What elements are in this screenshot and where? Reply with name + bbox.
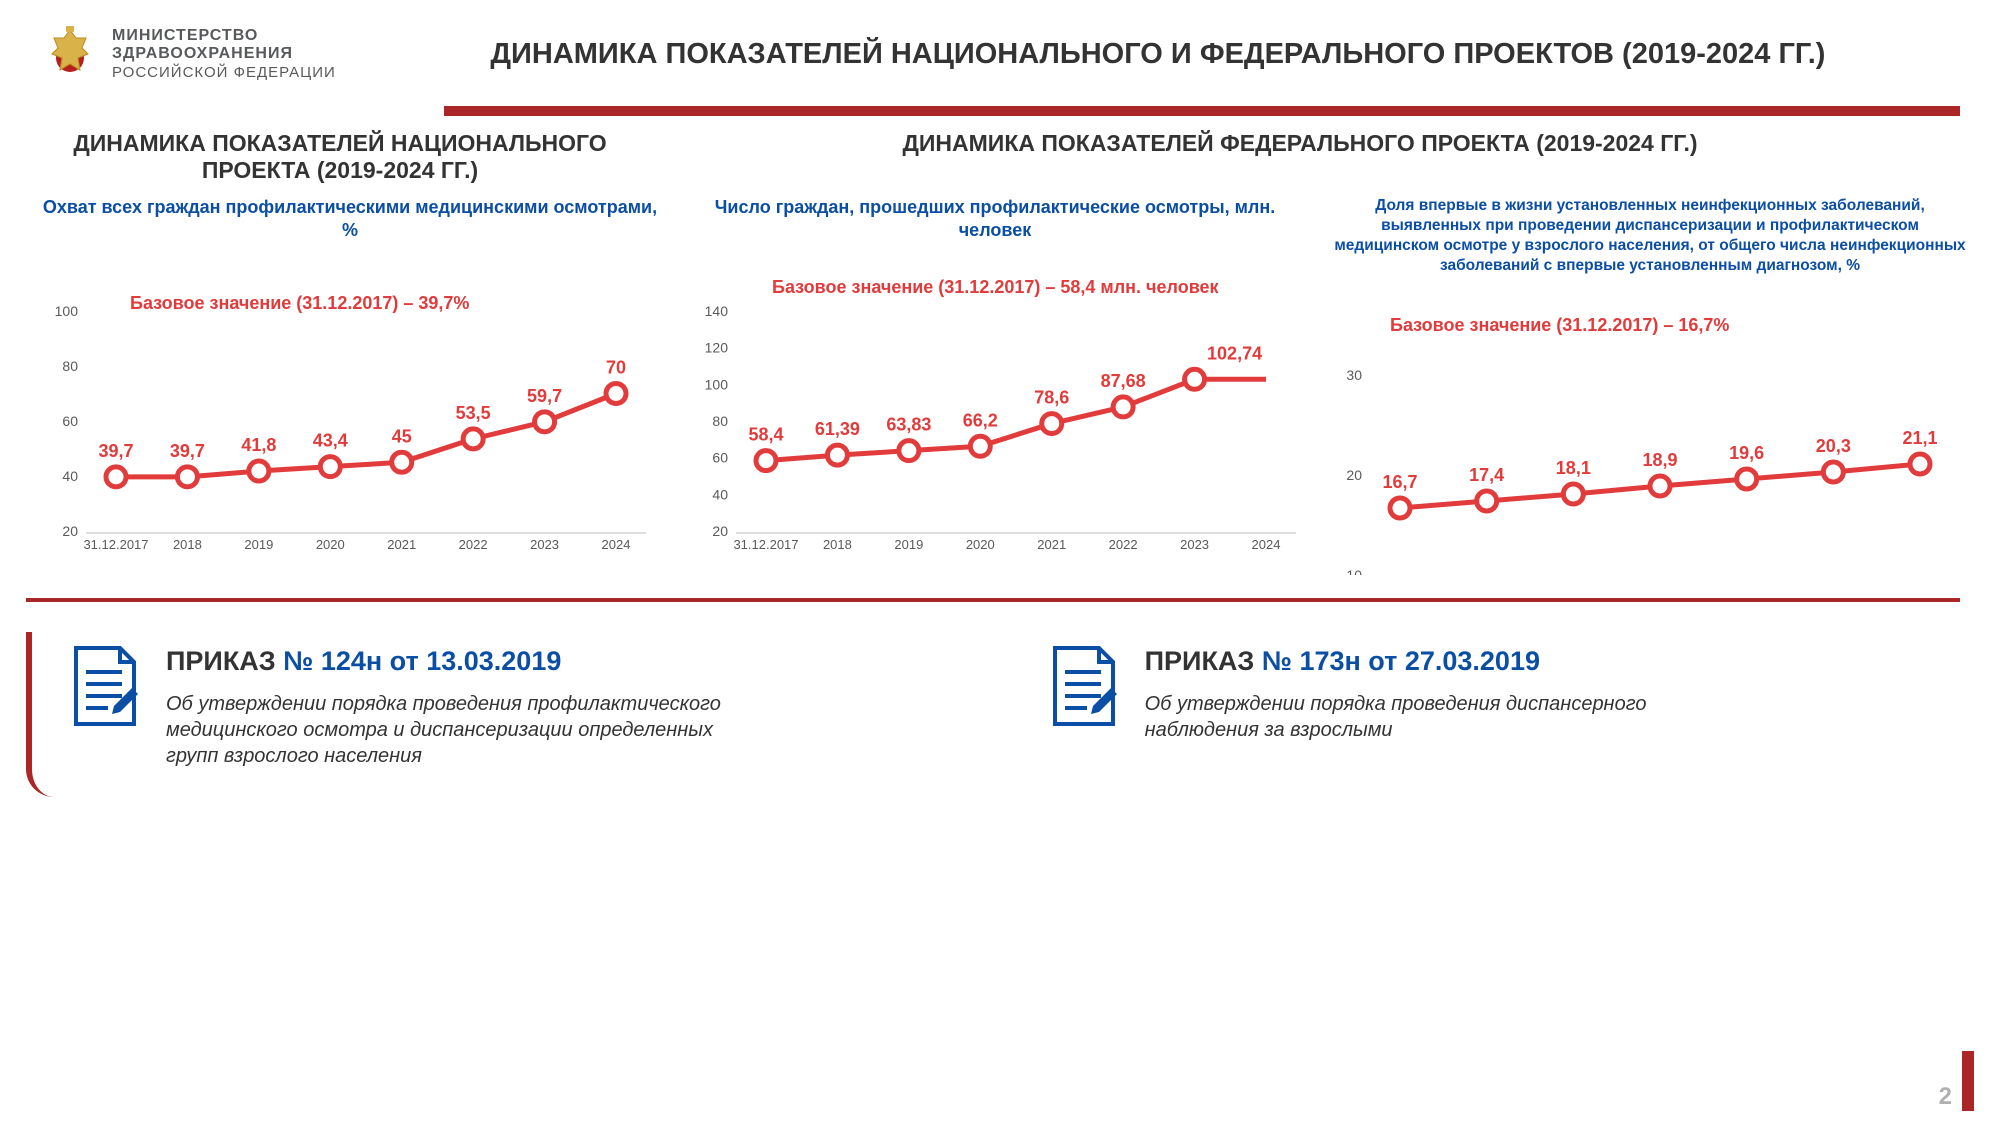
svg-text:39,7: 39,7	[170, 441, 205, 461]
svg-text:20: 20	[1346, 467, 1362, 483]
chart-2-svg: 20 40 60 80 100 120 140 31.12.2017 2018 2019 2020 2…	[680, 251, 1310, 571]
svg-text:10: 10	[1346, 567, 1362, 575]
chart-1: Охват всех граждан профилактическими мед…	[30, 196, 670, 575]
svg-text:80: 80	[712, 413, 728, 429]
svg-text:39,7: 39,7	[98, 441, 133, 461]
svg-text:60: 60	[712, 449, 728, 465]
order-2-prefix: ПРИКАЗ	[1145, 646, 1262, 676]
svg-text:18,9: 18,9	[1642, 450, 1677, 470]
svg-text:100: 100	[705, 376, 729, 392]
svg-text:87,68: 87,68	[1101, 371, 1146, 391]
svg-text:40: 40	[712, 486, 728, 502]
chart-3-title: Доля впервые в жизни установленных неинф…	[1320, 196, 1980, 277]
svg-text:2019: 2019	[244, 537, 273, 552]
header-divider	[444, 106, 1960, 116]
svg-text:2022: 2022	[459, 537, 488, 552]
ministry-line1: МИНИСТЕРСТВО	[112, 27, 336, 45]
svg-text:63,83: 63,83	[886, 414, 931, 434]
svg-text:2021: 2021	[387, 537, 416, 552]
svg-text:21,1: 21,1	[1902, 428, 1937, 448]
svg-text:2022: 2022	[1109, 537, 1138, 552]
order-2-title: ПРИКАЗ № 173н от 27.03.2019	[1145, 646, 1745, 677]
svg-text:2018: 2018	[823, 537, 852, 552]
svg-text:120: 120	[705, 339, 729, 355]
svg-text:2023: 2023	[1180, 537, 1209, 552]
mid-divider	[26, 598, 1960, 602]
svg-text:2023: 2023	[530, 537, 559, 552]
page-title: ДИНАМИКА ПОКАЗАТЕЛЕЙ НАЦИОНАЛЬНОГО И ФЕД…	[336, 38, 1960, 71]
order-1-prefix: ПРИКАЗ	[166, 646, 283, 676]
chart-2: Число граждан, прошедших профилактически…	[680, 196, 1310, 575]
order-1-desc: Об утверждении порядка проведения профил…	[166, 691, 766, 769]
chart-2-baseline: Базовое значение (31.12.2017) – 58,4 млн…	[772, 276, 1219, 299]
ministry-line2: ЗДРАВООХРАНЕНИЯ	[112, 45, 336, 63]
section-titles: ДИНАМИКА ПОКАЗАТЕЛЕЙ НАЦИОНАЛЬНОГО ПРОЕК…	[40, 130, 1960, 184]
svg-text:78,6: 78,6	[1034, 387, 1069, 407]
order-1-title: ПРИКАЗ № 124н от 13.03.2019	[166, 646, 766, 677]
svg-text:61,39: 61,39	[815, 419, 860, 439]
svg-text:40: 40	[62, 468, 78, 484]
svg-text:30: 30	[1346, 367, 1362, 383]
svg-text:80: 80	[62, 358, 78, 374]
svg-text:17,4: 17,4	[1469, 465, 1504, 485]
svg-text:2018: 2018	[173, 537, 202, 552]
svg-text:100: 100	[55, 303, 79, 319]
charts-row: Охват всех граждан профилактическими мед…	[30, 196, 1970, 575]
svg-text:18,1: 18,1	[1556, 458, 1591, 478]
svg-text:140: 140	[705, 303, 729, 319]
svg-text:45: 45	[392, 426, 412, 446]
section-title-federal: ДИНАМИКА ПОКАЗАТЕЛЕЙ ФЕДЕРАЛЬНОГО ПРОЕКТ…	[640, 130, 1960, 184]
svg-text:60: 60	[62, 413, 78, 429]
emblem-icon	[40, 24, 100, 84]
svg-text:20: 20	[62, 523, 78, 539]
svg-text:20,3: 20,3	[1816, 436, 1851, 456]
svg-text:66,2: 66,2	[963, 410, 998, 430]
orders-block: ПРИКАЗ № 124н от 13.03.2019 Об утвержден…	[26, 632, 1960, 797]
chart-1-baseline: Базовое значение (31.12.2017) – 39,7%	[130, 292, 469, 315]
svg-text:2021: 2021	[1037, 537, 1066, 552]
page-number-bar	[1962, 1051, 1974, 1111]
chart-1-title: Охват всех граждан профилактическими мед…	[30, 196, 670, 243]
svg-text:16,7: 16,7	[1382, 472, 1417, 492]
section-title-national: ДИНАМИКА ПОКАЗАТЕЛЕЙ НАЦИОНАЛЬНОГО ПРОЕК…	[40, 130, 640, 184]
order-2: ПРИКАЗ № 173н от 27.03.2019 Об утвержден…	[1047, 646, 1950, 769]
svg-text:41,8: 41,8	[241, 435, 276, 455]
order-1: ПРИКАЗ № 124н от 13.03.2019 Об утвержден…	[68, 646, 1047, 769]
svg-text:59,7: 59,7	[527, 386, 562, 406]
header: МИНИСТЕРСТВО ЗДРАВООХРАНЕНИЯ РОССИЙСКОЙ …	[0, 0, 2000, 94]
svg-text:70: 70	[606, 357, 626, 377]
ministry-line3: РОССИЙСКОЙ ФЕДЕРАЦИИ	[112, 64, 336, 81]
svg-text:58,4: 58,4	[748, 424, 783, 444]
order-2-desc: Об утверждении порядка проведения диспан…	[1145, 691, 1745, 743]
svg-text:2020: 2020	[966, 537, 995, 552]
svg-text:53,5: 53,5	[456, 403, 491, 423]
chart-2-title: Число граждан, прошедших профилактически…	[680, 196, 1310, 243]
svg-text:2024: 2024	[1252, 537, 1281, 552]
document-icon	[1047, 646, 1121, 730]
ministry-block: МИНИСТЕРСТВО ЗДРАВООХРАНЕНИЯ РОССИЙСКОЙ …	[112, 27, 336, 81]
svg-text:19,6: 19,6	[1729, 443, 1764, 463]
svg-text:20: 20	[712, 523, 728, 539]
svg-text:2019: 2019	[894, 537, 923, 552]
order-1-number: № 124н от 13.03.2019	[283, 646, 561, 676]
svg-text:2020: 2020	[316, 537, 345, 552]
page-number: 2	[1939, 1083, 1952, 1111]
svg-text:31.12.2017: 31.12.2017	[733, 537, 798, 552]
document-icon	[68, 646, 142, 730]
svg-text:2024: 2024	[602, 537, 631, 552]
chart-3-baseline: Базовое значение (31.12.2017) – 16,7%	[1390, 314, 1729, 337]
svg-text:43,4: 43,4	[313, 430, 348, 450]
order-2-number: № 173н от 27.03.2019	[1262, 646, 1540, 676]
svg-text:31.12.2017: 31.12.2017	[83, 537, 148, 552]
svg-text:102,74: 102,74	[1207, 343, 1262, 363]
chart-3: Доля впервые в жизни установленных неинф…	[1320, 196, 1980, 575]
